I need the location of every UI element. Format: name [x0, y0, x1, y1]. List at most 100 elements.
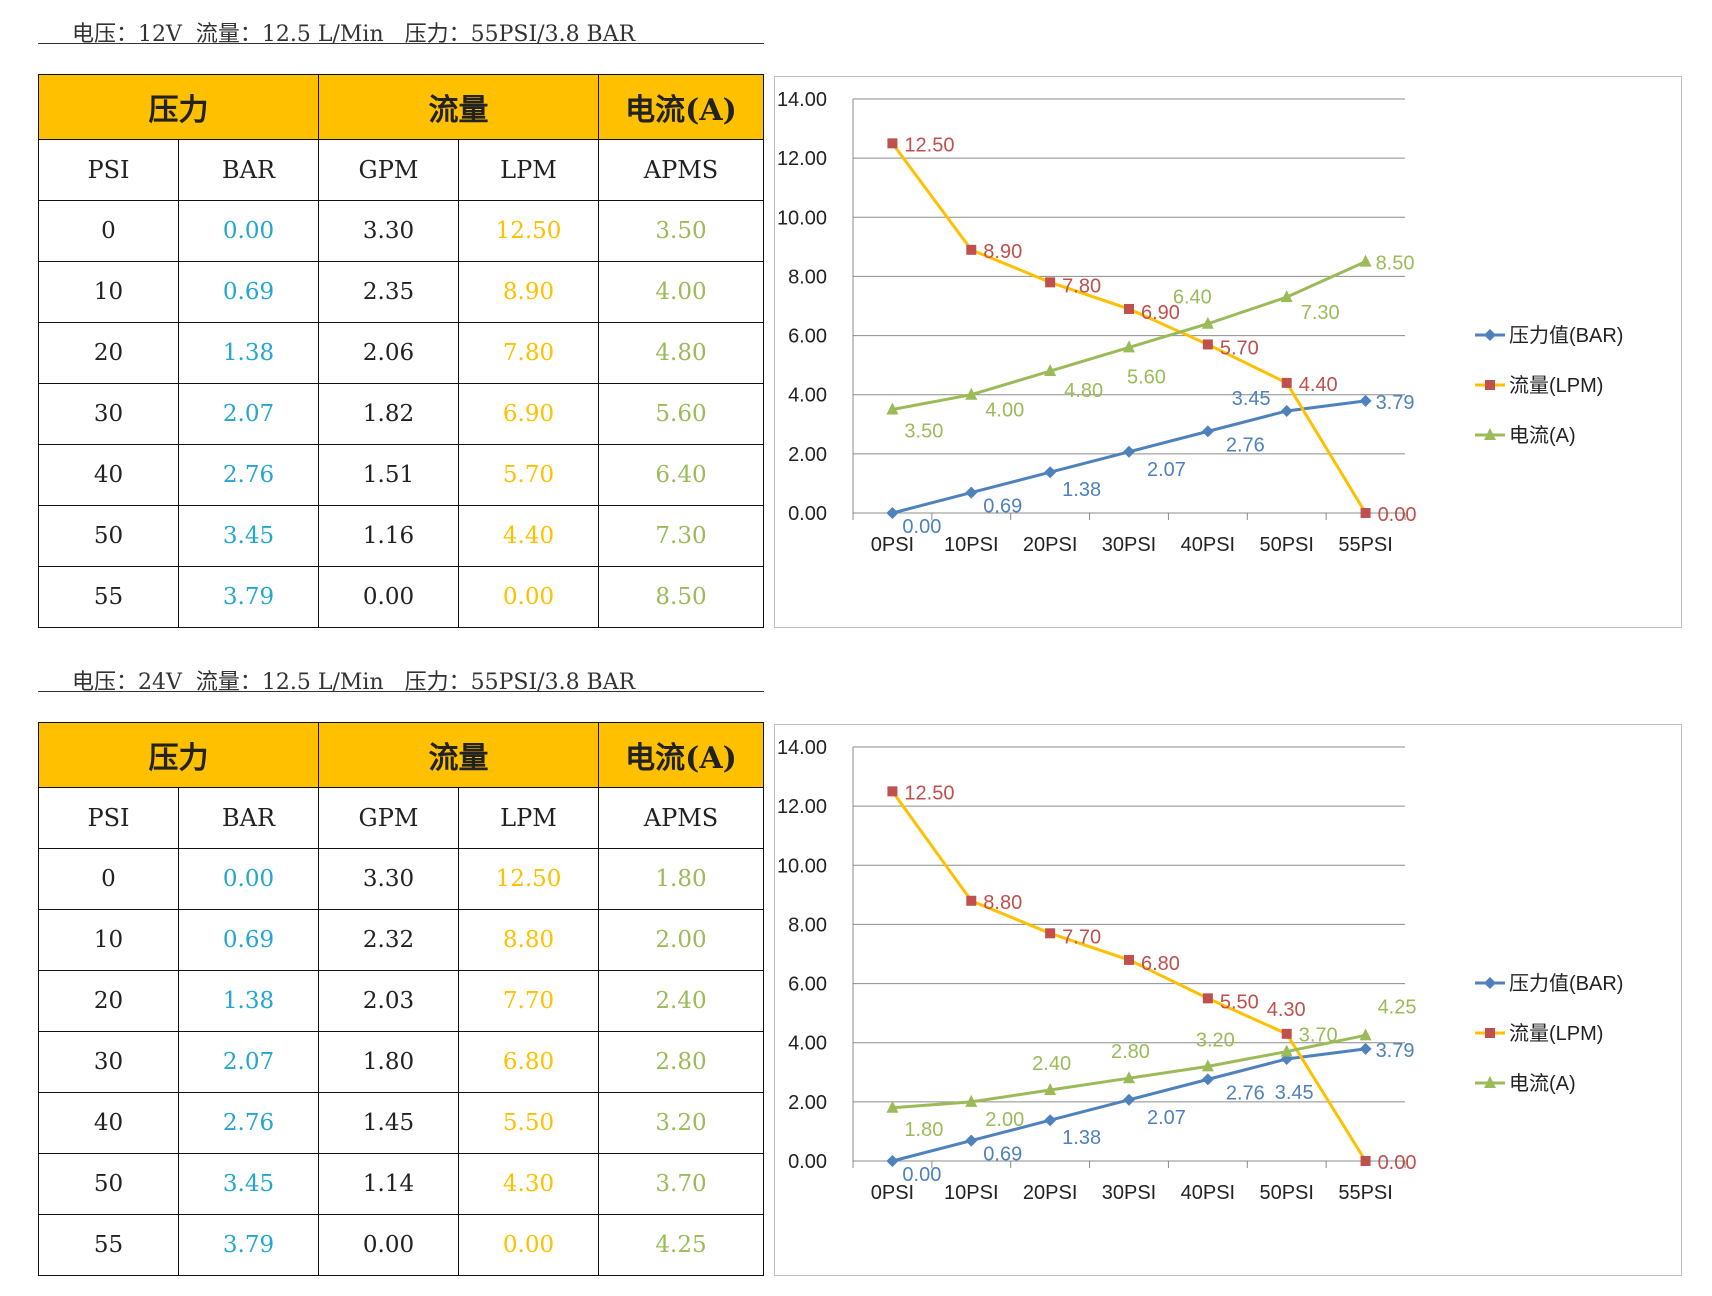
- spec-pressure: 压力：55PSI/3.8 BAR: [404, 670, 636, 695]
- legend-label: 压力值(BAR): [1509, 324, 1623, 347]
- cell-bar: 2.76: [178, 444, 319, 506]
- performance-chart-24v: 0.00 2.00 4.00 6.00 8.00 10.00 12.00 14.00 0PSI 1…: [774, 724, 1682, 1276]
- data-point: [1124, 303, 1134, 314]
- cell-apms: 5.60: [598, 383, 764, 445]
- cell-lpm: 8.90: [458, 261, 599, 323]
- cell-bar: 3.45: [178, 1153, 319, 1215]
- y-tick-label: 2.00: [788, 444, 827, 466]
- spec-flow: 流量：12.5 L/Min: [195, 670, 384, 695]
- y-tick-label: 14.00: [777, 737, 827, 759]
- cell-gpm: 2.06: [318, 322, 459, 384]
- data-label: 4.40: [1299, 374, 1338, 396]
- x-tick-label: 55PSI: [1338, 534, 1392, 556]
- x-tick-label: 20PSI: [1023, 1182, 1077, 1204]
- y-tick-label: 12.00: [777, 796, 827, 818]
- table-row: 0 0.00 3.30 12.50 1.80: [38, 848, 764, 910]
- data-point: [1044, 1083, 1057, 1096]
- cell-apms: 8.50: [598, 566, 764, 628]
- table-row: 20 1.38 2.06 7.80 4.80: [38, 322, 764, 384]
- table-row: 0 0.00 3.30 12.50 3.50: [38, 200, 764, 262]
- cell-gpm: 1.51: [318, 444, 459, 506]
- x-tick-label: 0PSI: [871, 534, 914, 556]
- cell-gpm: 3.30: [318, 200, 459, 262]
- column-header-bar: BAR: [178, 787, 319, 849]
- legend-label: 电流(A): [1509, 1072, 1576, 1095]
- cell-psi: 40: [38, 444, 179, 506]
- data-point: [1280, 1044, 1293, 1057]
- legend-marker: [1484, 428, 1496, 440]
- group-header-flow: 流量: [318, 74, 599, 140]
- column-header-lpm: LPM: [458, 139, 599, 201]
- spec-line: 电压：12V 流量：12.5 L/Min 压力：55PSI/3.8 BAR: [72, 16, 635, 48]
- data-label: 8.50: [1376, 253, 1415, 275]
- data-point: [1201, 316, 1214, 329]
- data-label: 8.90: [983, 241, 1022, 263]
- cell-lpm: 4.30: [458, 1153, 599, 1215]
- data-point: [1281, 1028, 1292, 1039]
- x-tick-label: 40PSI: [1181, 534, 1235, 556]
- data-label: 0.69: [983, 496, 1022, 518]
- cell-lpm: 4.40: [458, 505, 599, 567]
- cell-psi: 50: [38, 1153, 179, 1215]
- table-row: 10 0.69 2.32 8.80 2.00: [38, 909, 764, 971]
- cell-psi: 40: [38, 1092, 179, 1154]
- data-point: [965, 486, 978, 499]
- data-point: [1201, 1059, 1214, 1072]
- data-label: 1.38: [1062, 1127, 1101, 1149]
- cell-apms: 2.40: [598, 970, 764, 1032]
- cell-psi: 0: [38, 848, 179, 910]
- column-header-gpm: GPM: [318, 139, 459, 201]
- data-label: 3.70: [1299, 1025, 1338, 1047]
- data-point: [1281, 377, 1292, 388]
- data-point: [1044, 1114, 1057, 1127]
- data-point: [1360, 508, 1371, 518]
- cell-apms: 1.80: [598, 848, 764, 910]
- x-tick-label: 10PSI: [944, 1182, 998, 1204]
- y-tick-label: 4.00: [788, 385, 827, 407]
- data-point: [887, 786, 898, 797]
- x-tick-label: 30PSI: [1102, 534, 1156, 556]
- data-point: [1359, 1028, 1372, 1041]
- data-point: [1360, 1156, 1371, 1166]
- data-label: 0.00: [902, 516, 941, 538]
- cell-gpm: 1.16: [318, 505, 459, 567]
- cell-apms: 4.25: [598, 1214, 764, 1276]
- table-row: 50 3.45 1.14 4.30 3.70: [38, 1153, 764, 1215]
- cell-bar: 1.38: [178, 970, 319, 1032]
- data-label: 2.07: [1147, 1107, 1186, 1129]
- cell-bar: 0.69: [178, 909, 319, 971]
- x-tick-label: 40PSI: [1181, 1182, 1235, 1204]
- table-row: 40 2.76 1.45 5.50 3.20: [38, 1092, 764, 1154]
- cell-bar: 2.07: [178, 1031, 319, 1093]
- spec-voltage: 电压：12V: [72, 22, 182, 47]
- cell-gpm: 3.30: [318, 848, 459, 910]
- data-point: [886, 402, 899, 415]
- spec-voltage: 电压：24V: [72, 670, 182, 695]
- data-point: [1280, 404, 1293, 417]
- legend-label: 流量(LPM): [1509, 374, 1603, 397]
- data-label: 5.50: [1220, 991, 1259, 1013]
- data-label: 6.40: [1173, 287, 1212, 309]
- x-tick-label: 55PSI: [1338, 1182, 1392, 1204]
- x-tick-label: 50PSI: [1259, 1182, 1313, 1204]
- y-tick-label: 10.00: [777, 855, 827, 877]
- spec-pressure: 压力：55PSI/3.8 BAR: [404, 22, 636, 47]
- y-tick-label: 2.00: [788, 1092, 827, 1114]
- data-point: [887, 138, 898, 149]
- spec-underline: [38, 43, 764, 44]
- legend-label: 流量(LPM): [1509, 1022, 1603, 1045]
- cell-bar: 3.45: [178, 505, 319, 567]
- data-label: 12.50: [904, 782, 954, 804]
- cell-psi: 50: [38, 505, 179, 567]
- legend-marker: [1485, 1028, 1495, 1038]
- table-row: 20 1.38 2.03 7.70 2.40: [38, 970, 764, 1032]
- data-point: [965, 387, 978, 400]
- data-label: 2.80: [1111, 1041, 1150, 1063]
- chart-svg: 0.00 2.00 4.00 6.00 8.00 10.00 12.00 14.00 0PSI 1…: [777, 89, 1624, 556]
- legend-marker: [1484, 977, 1496, 989]
- data-label: 3.79: [1376, 1040, 1415, 1062]
- cell-gpm: 2.35: [318, 261, 459, 323]
- cell-lpm: 5.50: [458, 1092, 599, 1154]
- data-label: 4.80: [1064, 380, 1103, 402]
- cell-apms: 2.00: [598, 909, 764, 971]
